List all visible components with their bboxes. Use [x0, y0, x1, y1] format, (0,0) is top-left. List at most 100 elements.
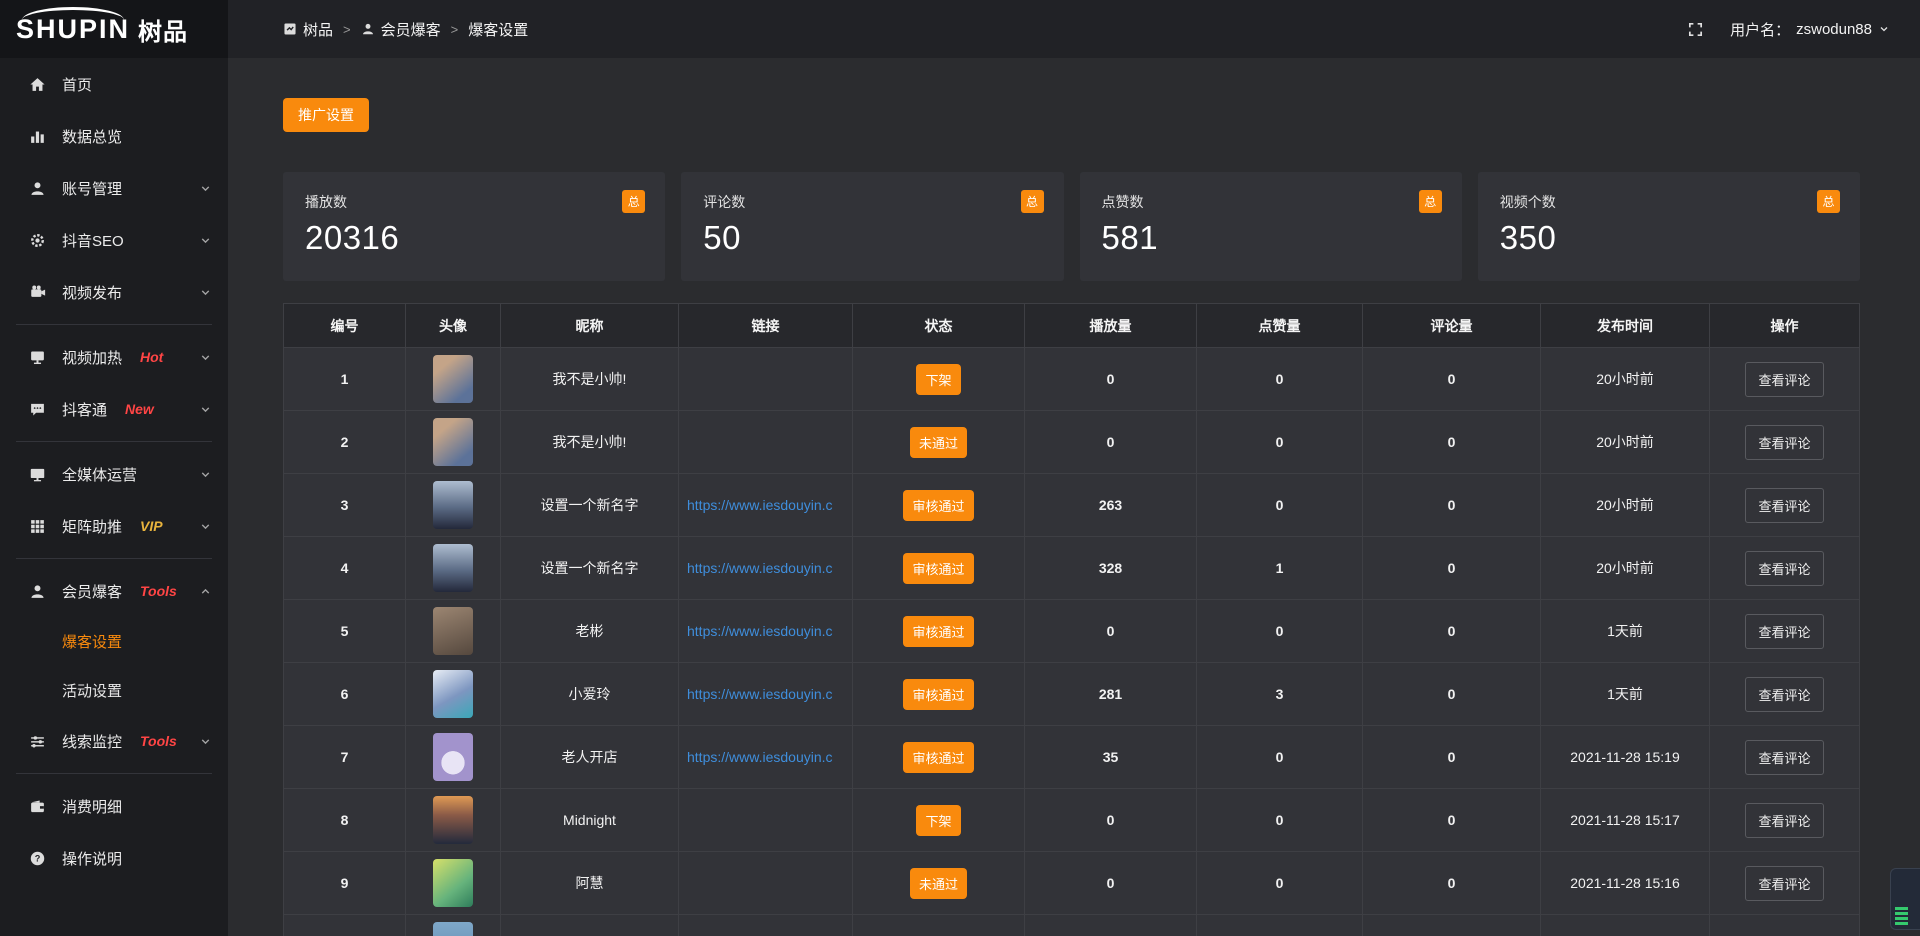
table-row: 4 设置一个新名字 https://www.iesdouyin.c 审核通过 328 1 0… [284, 536, 1859, 599]
sidebar-item-video-heat[interactable]: 视频加热 Hot [0, 331, 228, 383]
video-link[interactable]: https://www.iesdouyin.c [687, 749, 833, 765]
fullscreen-button[interactable] [1687, 21, 1704, 38]
sidebar-item-operation-guide[interactable]: ? 操作说明 [0, 832, 228, 884]
sidebar-item-label: 抖音SEO [62, 232, 124, 250]
sidebar-item-matrix-boost[interactable]: 矩阵助推 VIP [0, 500, 228, 552]
stat-label: 评论数 [703, 194, 746, 210]
breadcrumb-label: 会员爆客 [380, 21, 441, 39]
status-cell: 下架 [853, 789, 1025, 851]
view-comments-button[interactable]: 查看评论 [1745, 802, 1824, 838]
status-button[interactable]: 审核通过 [903, 678, 974, 710]
avatar [433, 670, 473, 718]
status-button[interactable]: 审核通过 [903, 741, 974, 773]
sidebar-item-tag: Tools [140, 733, 177, 749]
sidebar-item-doukotong[interactable]: 抖客通 New [0, 383, 228, 435]
avatar-cell [406, 663, 501, 725]
action-cell: 查看评论 [1710, 663, 1859, 725]
sidebar-item-all-media[interactable]: 全媒体运营 [0, 448, 228, 500]
view-comments-button[interactable]: 查看评论 [1745, 613, 1824, 649]
status-button[interactable]: 未通过 [909, 867, 967, 899]
plays-count: 0 [1025, 789, 1197, 851]
sidebar-item-tag: Tools [140, 583, 177, 599]
sidebar-item-consumption-detail[interactable]: 消费明细 [0, 780, 228, 832]
stat-card: 评论数 50 总 [681, 172, 1064, 281]
status-cell: 审核通过 [853, 726, 1025, 788]
action-cell: 查看评论 [1710, 789, 1859, 851]
promo-settings-button[interactable]: 推广设置 [283, 98, 369, 132]
comments-count: 0 [1363, 411, 1541, 473]
sidebar-item-video-publish[interactable]: 视频发布 [0, 266, 228, 318]
view-comments-button[interactable]: 查看评论 [1745, 739, 1824, 775]
breadcrumb-separator: > [343, 21, 351, 37]
link-cell: https://www.iesdouyin.c [679, 600, 853, 662]
status-button[interactable]: 未通过 [909, 426, 967, 458]
view-comments-button[interactable]: 查看评论 [1745, 865, 1824, 901]
sidebar-divider [16, 773, 212, 774]
view-comments-button[interactable]: 查看评论 [1745, 676, 1824, 712]
sidebar-subitem-activity-settings[interactable]: 活动设置 [62, 683, 123, 700]
sidebar-item-home[interactable]: 首页 [0, 58, 228, 110]
chat-icon [28, 400, 47, 419]
column-header: 昵称 [501, 304, 679, 347]
view-comments-button[interactable]: 查看评论 [1745, 487, 1824, 523]
user-icon [28, 179, 47, 198]
comments-count: 0 [1363, 537, 1541, 599]
stat-total-badge: 总 [622, 190, 646, 213]
sidebar-item-tag: VIP [140, 518, 163, 534]
stat-value: 20316 [305, 219, 400, 256]
table-row: 3 设置一个新名字 https://www.iesdouyin.c 审核通过 263 0 0… [284, 473, 1859, 536]
comments-count: 0 [1363, 348, 1541, 410]
link-cell: https://www.iesdouyin.c [679, 474, 853, 536]
stat-label: 视频个数 [1499, 194, 1556, 210]
floating-widget[interactable] [1890, 868, 1920, 930]
status-button[interactable]: 下架 [916, 363, 961, 395]
nickname: 我不是小帅! [501, 348, 679, 410]
status-button[interactable]: 下架 [916, 804, 961, 836]
video-icon [28, 283, 47, 302]
view-comments-button[interactable]: 查看评论 [1745, 424, 1824, 460]
breadcrumb-item[interactable]: 树品 [283, 19, 333, 40]
plays-count: 0 [1025, 600, 1197, 662]
publish-time: 20小时前 [1541, 537, 1710, 599]
video-link[interactable]: https://www.iesdouyin.c [687, 623, 833, 639]
view-comments-button[interactable]: 查看评论 [1745, 361, 1824, 397]
nickname: 阿慧 [501, 852, 679, 914]
avatar-cell [406, 789, 501, 851]
avatar [433, 859, 473, 907]
sidebar-item-label: 矩阵助推 [62, 518, 123, 536]
publish-time: 2021-11-28 15:16 [1541, 852, 1710, 914]
action-cell: 查看评论 [1710, 852, 1859, 914]
user-menu[interactable]: 用户名： zswodun88 [1730, 19, 1890, 40]
plays-count: 263 [1025, 474, 1197, 536]
sliders-icon [28, 732, 47, 751]
sidebar-item-data-overview[interactable]: 数据总览 [0, 110, 228, 162]
video-link[interactable]: https://www.iesdouyin.c [687, 497, 833, 513]
video-link[interactable]: https://www.iesdouyin.c [687, 560, 833, 576]
breadcrumb-item[interactable]: 会员爆客 [361, 19, 441, 40]
likes-count [1197, 915, 1363, 936]
username-value: zswodun88 [1796, 20, 1872, 38]
stat-value: 581 [1101, 219, 1159, 256]
status-button[interactable]: 审核通过 [903, 489, 974, 521]
table-body: 1 我不是小帅! 下架 0 0 0 20小时前 查看评论 2 我不是小帅! 未通过 0 0 0 20小时前查… [284, 347, 1859, 936]
publish-time: 20小时前 [1541, 474, 1710, 536]
sidebar-item-member-baoke[interactable]: 会员爆客 Tools [0, 565, 228, 617]
view-comments-button[interactable]: 查看评论 [1745, 550, 1824, 586]
help-icon: ? [28, 849, 47, 868]
link-cell [679, 915, 853, 936]
sidebar-item-account-management[interactable]: 账号管理 [0, 162, 228, 214]
sidebar-item-tag: Hot [140, 349, 164, 365]
action-cell: 查看评论 [1710, 726, 1859, 788]
wallet-icon [28, 797, 47, 816]
status-button[interactable]: 审核通过 [903, 552, 974, 584]
sidebar-item-douyin-seo[interactable]: 抖音SEO [0, 214, 228, 266]
avatar [433, 481, 473, 529]
status-button[interactable]: 审核通过 [903, 615, 974, 647]
sidebar-subitem-baoke-settings[interactable]: 爆客设置 [62, 634, 123, 651]
action-cell: 查看评论 [1710, 474, 1859, 536]
video-link[interactable]: https://www.iesdouyin.c [687, 686, 833, 702]
column-header: 播放量 [1025, 304, 1197, 347]
sidebar-divider [16, 324, 212, 325]
sidebar-item-clue-monitor[interactable]: 线索监控 Tools [0, 715, 228, 767]
avatar-cell [406, 537, 501, 599]
